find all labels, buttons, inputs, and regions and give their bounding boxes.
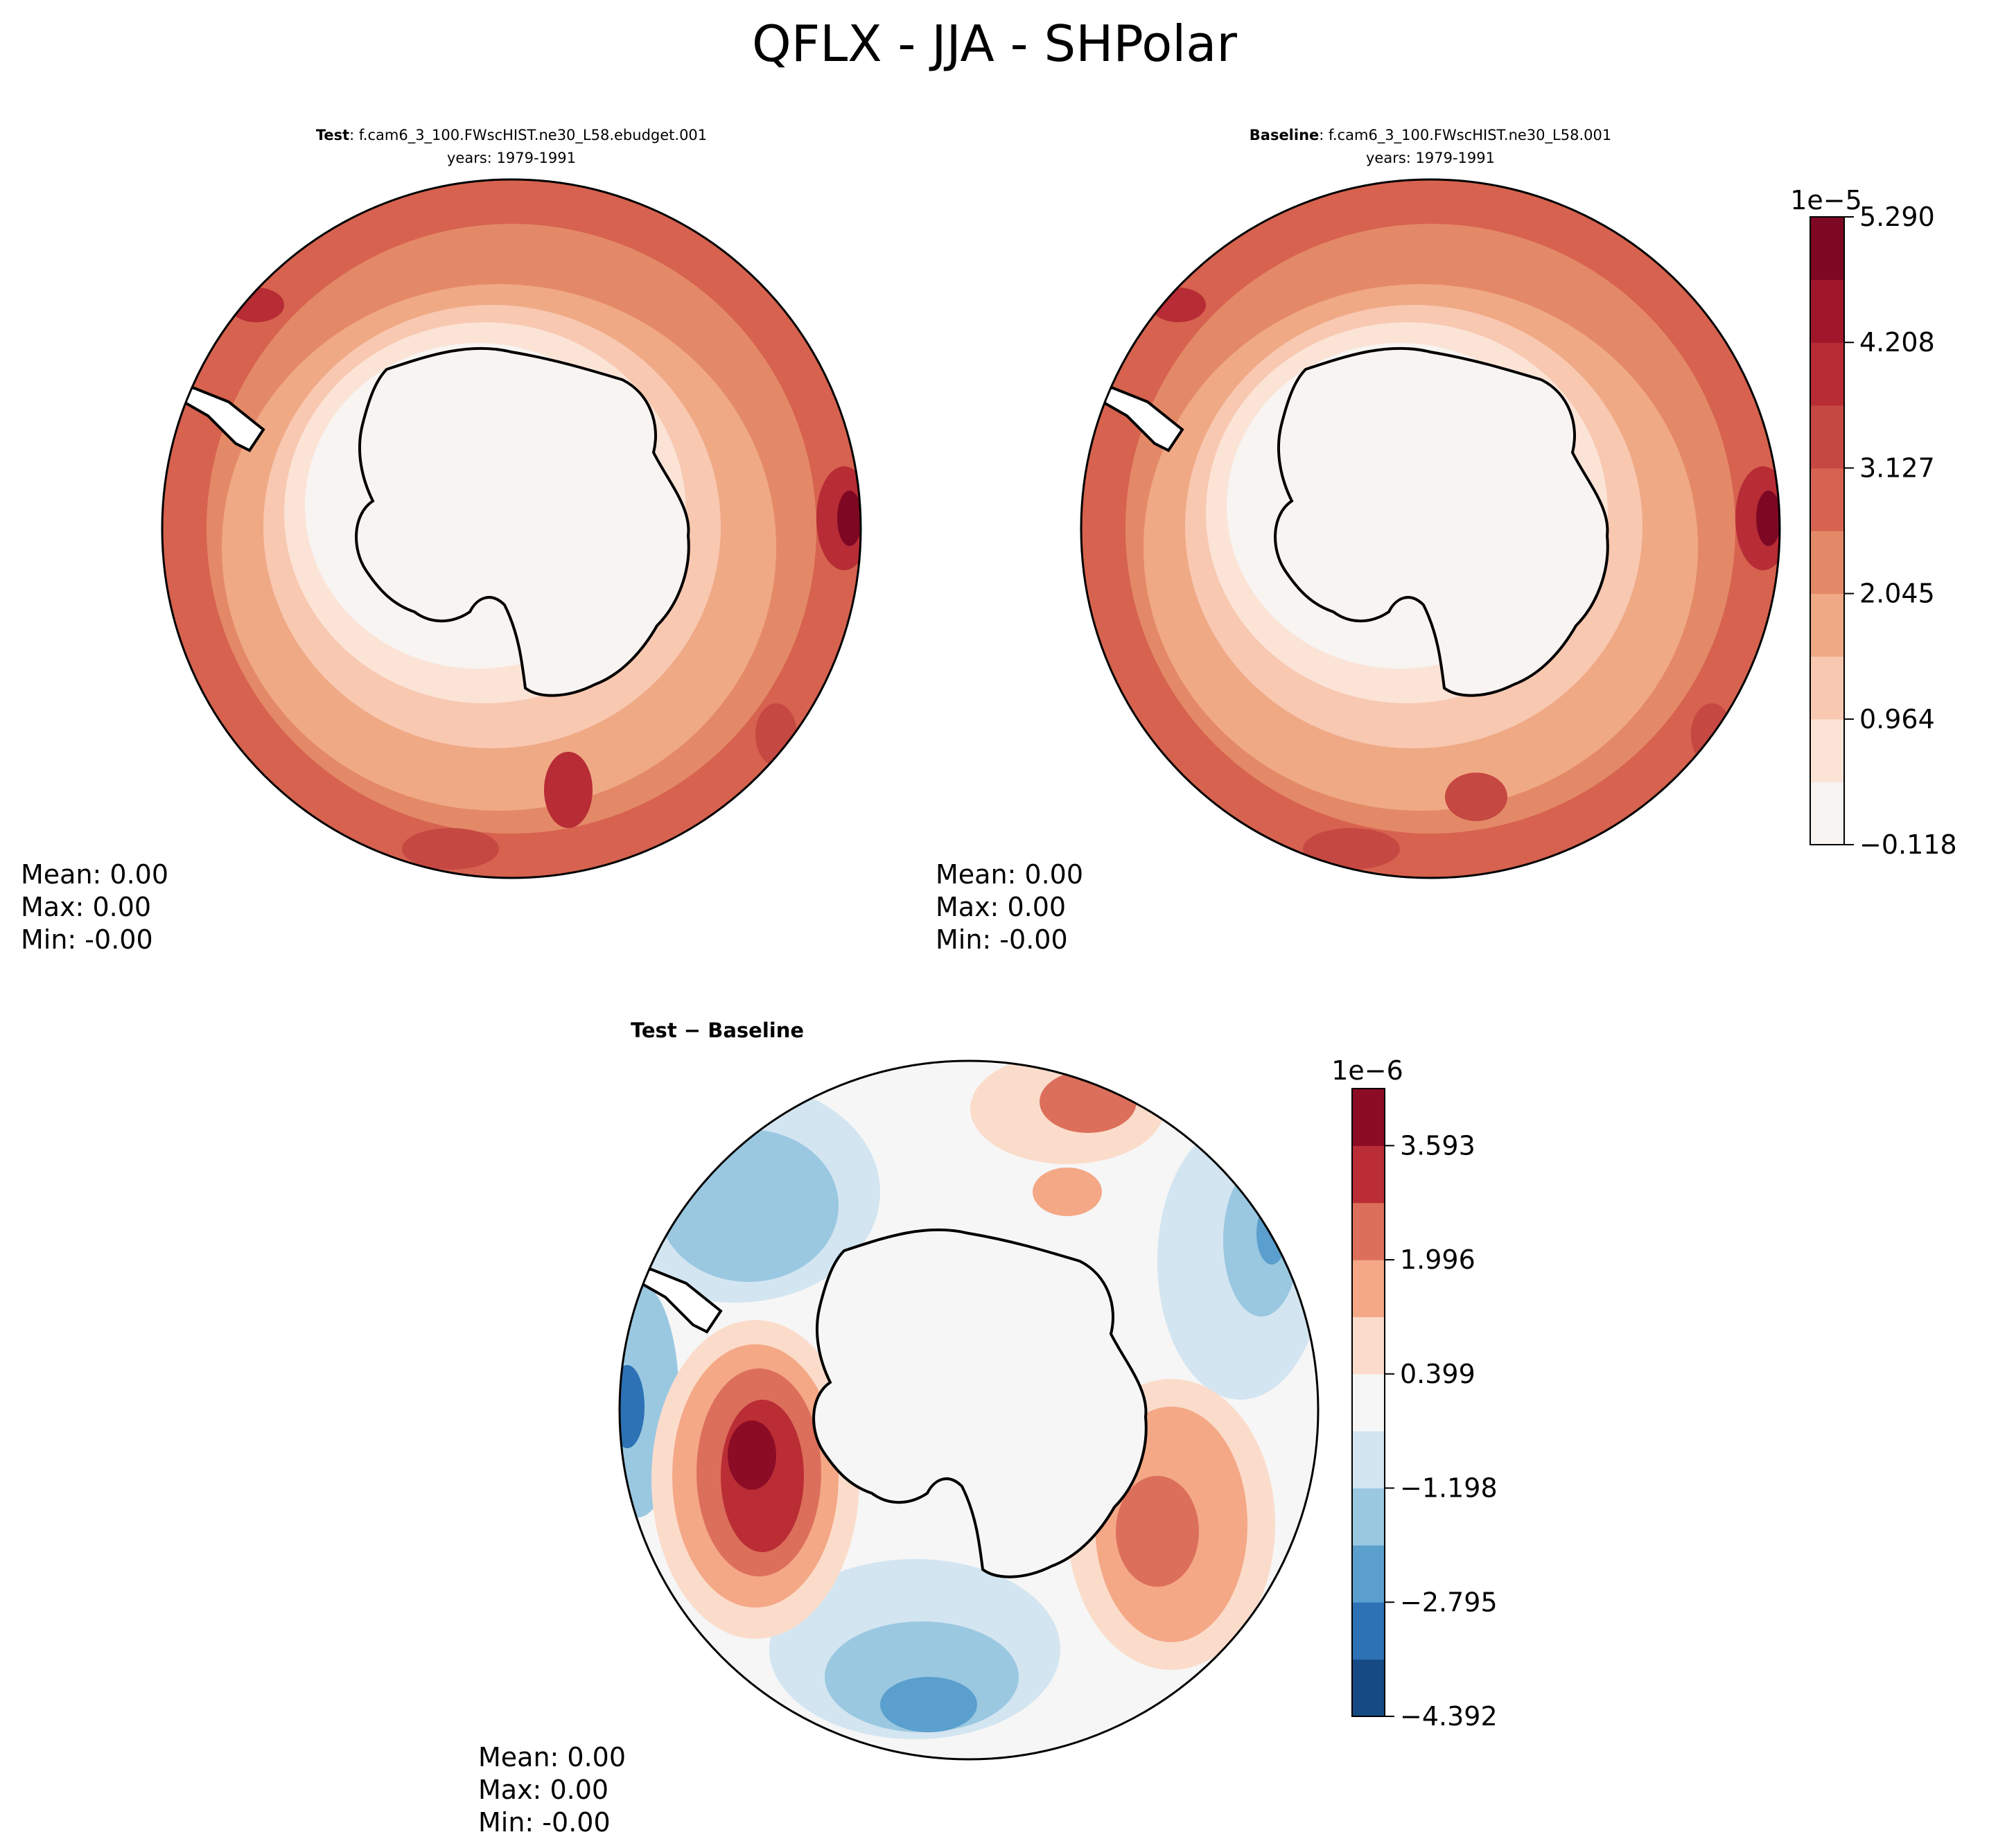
colorbar-diff-bins: [1352, 1089, 1385, 1717]
panel-baseline-stat-mean: Mean: 0.00: [936, 859, 1083, 890]
panel-diff-stat-mean: Mean: 0.00: [478, 1742, 626, 1772]
colorbar-diff-tick-label: −2.795: [1400, 1587, 1498, 1617]
colorbar-diff: 1e−6 −4.392 −2.795 −1.198 0.399 1.996 3.593: [1331, 1055, 1497, 1732]
colorbar-diff-tick-label: −4.392: [1400, 1701, 1498, 1732]
colorbar-diff-bin: [1352, 1602, 1385, 1660]
panel-test-map: [162, 179, 861, 878]
panel-baseline-title-rest: : f.cam6_3_100.FWscHIST.ne30_L58.001: [1319, 127, 1611, 144]
panel-baseline-coastline: [1081, 346, 1609, 697]
panel-test-title-bold: Test: [316, 127, 349, 143]
colorbar-diff-bin: [1352, 1431, 1385, 1489]
panel-baseline-boundary: [1080, 178, 1781, 879]
panel-diff-boundary: [618, 1059, 1320, 1761]
colorbar-diff-bin: [1352, 1488, 1385, 1546]
colorbar-main-tick-label: 3.127: [1859, 452, 1935, 483]
panel-diff-coastline: [620, 1228, 1148, 1578]
colorbar-diff-tick-label: 3.593: [1400, 1130, 1475, 1161]
colorbar-diff-frame: [1351, 1088, 1385, 1717]
colorbar-main-tick-label: 0.964: [1859, 704, 1935, 734]
panel-test-boundary: [161, 178, 862, 879]
colorbar-main-bin: [1810, 279, 1844, 343]
panel-baseline: Baseline: f.cam6_3_100.FWscHIST.ne30_L58…: [936, 127, 1781, 955]
figure-title: QFLX - JJA - SHPolar: [752, 15, 1237, 73]
colorbar-main-ticks: −0.118 0.964 2.045 3.127 4.208 5.290: [1844, 202, 1957, 860]
panel-test-stat-mean: Mean: 0.00: [21, 859, 168, 890]
panel-diff-stat-max: Max: 0.00: [478, 1775, 608, 1805]
colorbar-main-bin: [1810, 782, 1844, 845]
panel-test-stat-min: Min: -0.00: [21, 924, 153, 955]
colorbar-main-bin: [1810, 531, 1844, 595]
panel-baseline-title-bold: Baseline: [1250, 127, 1320, 143]
panel-test-title-rest: : f.cam6_3_100.FWscHIST.ne30_L58.ebudget…: [349, 127, 707, 144]
colorbar-main-bins: [1810, 217, 1844, 845]
colorbar-main-bin: [1810, 719, 1844, 782]
colorbar-main-bin: [1810, 342, 1844, 406]
colorbar-diff-bin: [1352, 1659, 1385, 1717]
colorbar-diff-exponent: 1e−6: [1331, 1055, 1403, 1086]
colorbar-main-tick-label: 5.290: [1859, 202, 1935, 232]
panel-test: Test: f.cam6_3_100.FWscHIST.ne30_L58.ebu…: [21, 127, 862, 955]
panel-diff-title-right: Baseline: [708, 1019, 804, 1042]
colorbar-main-bin: [1810, 217, 1844, 281]
panel-baseline-stat-min: Min: -0.00: [936, 924, 1068, 955]
panel-test-coastline: [162, 346, 690, 697]
panel-baseline-stat-max: Max: 0.00: [936, 892, 1066, 922]
panel-test-subtitle: years: 1979-1991: [447, 150, 576, 166]
colorbar-main: 1e−5 −0.118 0.964 2.045 3.127 4.208 5.290: [1790, 185, 1956, 860]
colorbar-diff-bin: [1352, 1202, 1385, 1260]
panel-baseline-title: Baseline: f.cam6_3_100.FWscHIST.ne30_L58…: [1250, 127, 1611, 144]
panel-baseline-subtitle: years: 1979-1991: [1366, 150, 1495, 166]
colorbar-main-exponent: 1e−5: [1790, 185, 1862, 215]
colorbar-main-tick-label: −0.118: [1859, 829, 1957, 860]
colorbar-diff-tick-label: 1.996: [1400, 1244, 1475, 1275]
colorbar-main-bin: [1810, 593, 1844, 657]
colorbar-diff-bin: [1352, 1373, 1385, 1432]
panel-baseline-map: [1081, 179, 1780, 878]
colorbar-main-frame: [1810, 216, 1845, 845]
panel-diff-title: Test − Baseline: [631, 1019, 804, 1042]
colorbar-diff-bin: [1352, 1317, 1385, 1375]
colorbar-main-bin: [1810, 468, 1844, 531]
colorbar-diff-tick-label: −1.198: [1400, 1473, 1498, 1504]
panel-diff: Test − Baseline: [478, 1019, 1320, 1838]
panel-test-title: Test: f.cam6_3_100.FWscHIST.ne30_L58.ebu…: [316, 127, 707, 144]
colorbar-main-tick-label: 4.208: [1859, 327, 1935, 358]
colorbar-diff-tick-label: 0.399: [1400, 1359, 1475, 1389]
colorbar-main-tick-label: 2.045: [1859, 579, 1935, 609]
colorbar-diff-bin: [1352, 1089, 1385, 1146]
colorbar-diff-bin: [1352, 1545, 1385, 1603]
colorbar-diff-ticks: −4.392 −2.795 −1.198 0.399 1.996 3.593: [1385, 1130, 1498, 1732]
panel-diff-map: [620, 1061, 1318, 1759]
colorbar-main-bin: [1810, 656, 1844, 720]
panel-test-stat-max: Max: 0.00: [21, 892, 151, 922]
panel-diff-stat-min: Min: -0.00: [478, 1807, 611, 1838]
colorbar-diff-bin: [1352, 1260, 1385, 1317]
colorbar-diff-bin: [1352, 1145, 1385, 1204]
colorbar-main-bin: [1810, 405, 1844, 468]
panel-diff-title-op: −: [684, 1019, 701, 1042]
panel-diff-title-left: Test: [631, 1019, 677, 1042]
